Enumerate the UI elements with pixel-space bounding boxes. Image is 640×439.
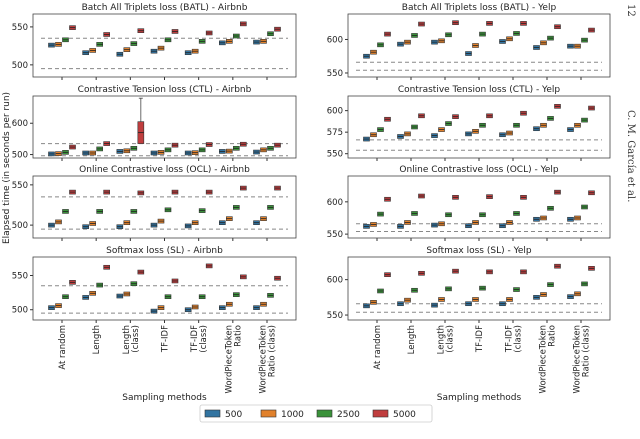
legend-frame bbox=[199, 404, 433, 423]
x-tick-label: (class) bbox=[446, 325, 456, 353]
x-tick-label: TF-IDF bbox=[190, 325, 200, 353]
subplot-frame bbox=[347, 175, 611, 239]
subplot-frame bbox=[32, 256, 297, 321]
running-head: C. M. García et al. bbox=[625, 110, 636, 203]
subplot: Batch All Triplets loss (BATL) - Yelp 550… bbox=[327, 3, 611, 80]
y-tick-label: 550 bbox=[327, 69, 343, 79]
subplot-title: Softmax loss (SL) - Airbnb bbox=[106, 246, 223, 256]
x-tick-label: Length bbox=[122, 325, 132, 354]
x-tick-label: At random bbox=[58, 325, 68, 370]
legend: 500 1000 2500 5000 bbox=[199, 404, 433, 423]
x-axis-label: Sampling methods bbox=[122, 393, 207, 403]
subplot-frame bbox=[32, 175, 297, 239]
subplot-title: Batch All Triplets loss (BATL) - Airbnb bbox=[82, 3, 248, 13]
legend-label: 5000 bbox=[393, 410, 416, 420]
x-tick-label: TF-IDF bbox=[161, 325, 171, 353]
subplot-frame bbox=[32, 95, 297, 159]
page-number: 12 bbox=[625, 4, 636, 17]
y-tick-label: 550 bbox=[12, 271, 28, 281]
legend-label: 2500 bbox=[337, 410, 360, 420]
subplot-title: Online Contrastive loss (OCL) - Yelp bbox=[399, 165, 559, 175]
x-tick-label: Length bbox=[407, 325, 417, 354]
x-tick-label: Ratio (class) bbox=[268, 325, 278, 377]
x-tick-label: WordPieceToken bbox=[573, 325, 583, 393]
y-tick-label: 500 bbox=[12, 151, 28, 161]
y-tick-label: 500 bbox=[12, 61, 28, 71]
x-tick-label: TF-IDF bbox=[475, 325, 485, 353]
y-tick-label: 600 bbox=[327, 35, 343, 45]
y-tick-label: 500 bbox=[12, 221, 28, 231]
legend-label: 500 bbox=[225, 410, 242, 420]
subplot-title: Contrastive Tension loss (CTL) - Yelp bbox=[398, 85, 561, 95]
page-margin-header: 12 C. M. García et al. bbox=[622, 0, 640, 439]
x-tick-label: (class) bbox=[514, 325, 524, 353]
subplot-frame bbox=[347, 95, 611, 159]
x-tick-label: Length bbox=[92, 325, 102, 354]
y-tick-label: 600 bbox=[327, 107, 343, 117]
subplot-title: Contrastive Tension loss (CTL) - Airbnb bbox=[78, 85, 252, 95]
x-tick-label: WordPieceToken bbox=[224, 325, 234, 393]
y-tick-label: 600 bbox=[12, 119, 28, 129]
y-tick-label: 575 bbox=[327, 128, 343, 138]
y-tick-label: 600 bbox=[327, 276, 343, 286]
x-tick-label: Length bbox=[437, 325, 447, 354]
x-tick-label: Ratio bbox=[548, 325, 558, 347]
x-tick-label: WordPieceToken bbox=[539, 325, 549, 393]
y-tick-label: 550 bbox=[327, 230, 343, 240]
subplot: Batch All Triplets loss (BATL) - Airbnb 5… bbox=[12, 3, 297, 80]
subplot: Contrastive Tension loss (CTL) - Yelp 550… bbox=[327, 85, 611, 161]
y-axis-label: Elapsed time (in seconds per run) bbox=[2, 92, 12, 244]
x-tick-label: At random bbox=[373, 325, 383, 370]
subplot-frame bbox=[32, 13, 297, 78]
subplot: Softmax loss (SL) - Yelp 550 600 At random L… bbox=[327, 246, 611, 403]
legend-swatch-1000 bbox=[260, 409, 277, 418]
y-tick-label: 550 bbox=[12, 181, 28, 191]
subplot-title: Online Contrastive loss (OCL) - Airbnb bbox=[79, 165, 250, 175]
subplot-title: Batch All Triplets loss (BATL) - Yelp bbox=[402, 3, 557, 13]
x-tick-label: (class) bbox=[199, 325, 209, 353]
x-tick-label: Ratio (class) bbox=[582, 325, 592, 377]
y-tick-label: 550 bbox=[12, 23, 28, 33]
subplot: Online Contrastive loss (OCL) - Airbnb 50… bbox=[12, 165, 297, 241]
y-tick-label: 550 bbox=[327, 150, 343, 160]
legend-swatch-500 bbox=[204, 409, 221, 418]
y-tick-label: 500 bbox=[12, 306, 28, 316]
legend-label: 1000 bbox=[281, 410, 304, 420]
x-tick-label: Ratio bbox=[233, 325, 243, 347]
subplot: Softmax loss (SL) - Airbnb 500 550 At rando… bbox=[12, 246, 297, 403]
x-tick-label: WordPieceToken bbox=[259, 325, 269, 393]
subplot-frame bbox=[347, 13, 611, 78]
subplot-frame bbox=[347, 256, 611, 321]
subplot: Contrastive Tension loss (CTL) - Airbnb 5… bbox=[12, 85, 297, 161]
y-tick-label: 550 bbox=[327, 311, 343, 321]
x-axis-label: Sampling methods bbox=[437, 393, 522, 403]
subplot: Online Contrastive loss (OCL) - Yelp 550 6… bbox=[327, 165, 611, 241]
subplot-title: Softmax loss (SL) - Yelp bbox=[426, 246, 532, 256]
y-tick-label: 600 bbox=[327, 198, 343, 208]
legend-swatch-2500 bbox=[316, 409, 333, 418]
x-tick-label: (class) bbox=[131, 325, 141, 353]
legend-swatch-5000 bbox=[372, 409, 389, 418]
x-tick-label: TF-IDF bbox=[505, 325, 515, 353]
